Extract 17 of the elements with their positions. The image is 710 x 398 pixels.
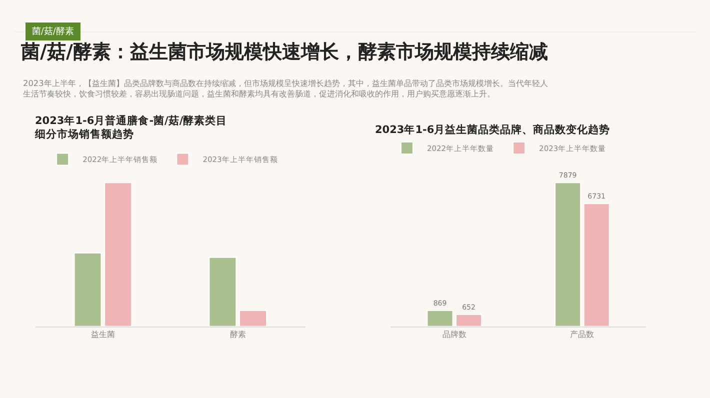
x-tick-label: 酵素 xyxy=(230,330,246,339)
chart-title: 2023年1-6月普通膳食-菌/菇/酵素类目细分市场销售额趋势 xyxy=(34,114,228,141)
x-tick-label: 产品数 xyxy=(570,330,594,339)
bar xyxy=(104,182,132,326)
bar xyxy=(239,310,268,326)
text: 2023年上半年，【益生菌】品类品牌数与商品数在持续缩减，但市场规模呈快速增长趋势，其中，益生菌单品带动了品类市场规模增长。当代年轻人生活节奏较快，饮食习惯较差，容易出现肠道问题，益生菌和酵素均具有改善肠道，促进消化和吸收的作用，用户购买意愿逐渐上升。 xyxy=(23,78,548,99)
x-tick-label: 品牌数 xyxy=(442,330,466,339)
chart-title: 2023年1-6月益生菌品类品牌、商品数变化趋势 xyxy=(375,123,610,136)
bar xyxy=(554,182,582,326)
text: 菌/菇/酵素 xyxy=(29,26,77,37)
bar xyxy=(583,203,610,326)
bar xyxy=(208,256,237,326)
bar xyxy=(456,314,482,326)
x-tick-label: 益生菌 xyxy=(90,330,115,339)
bar xyxy=(426,310,454,326)
text: 菌/菇/酵素：益生菌市场规模快速增长，酵素市场规模持续缩减 xyxy=(20,41,548,63)
bar xyxy=(74,252,102,326)
